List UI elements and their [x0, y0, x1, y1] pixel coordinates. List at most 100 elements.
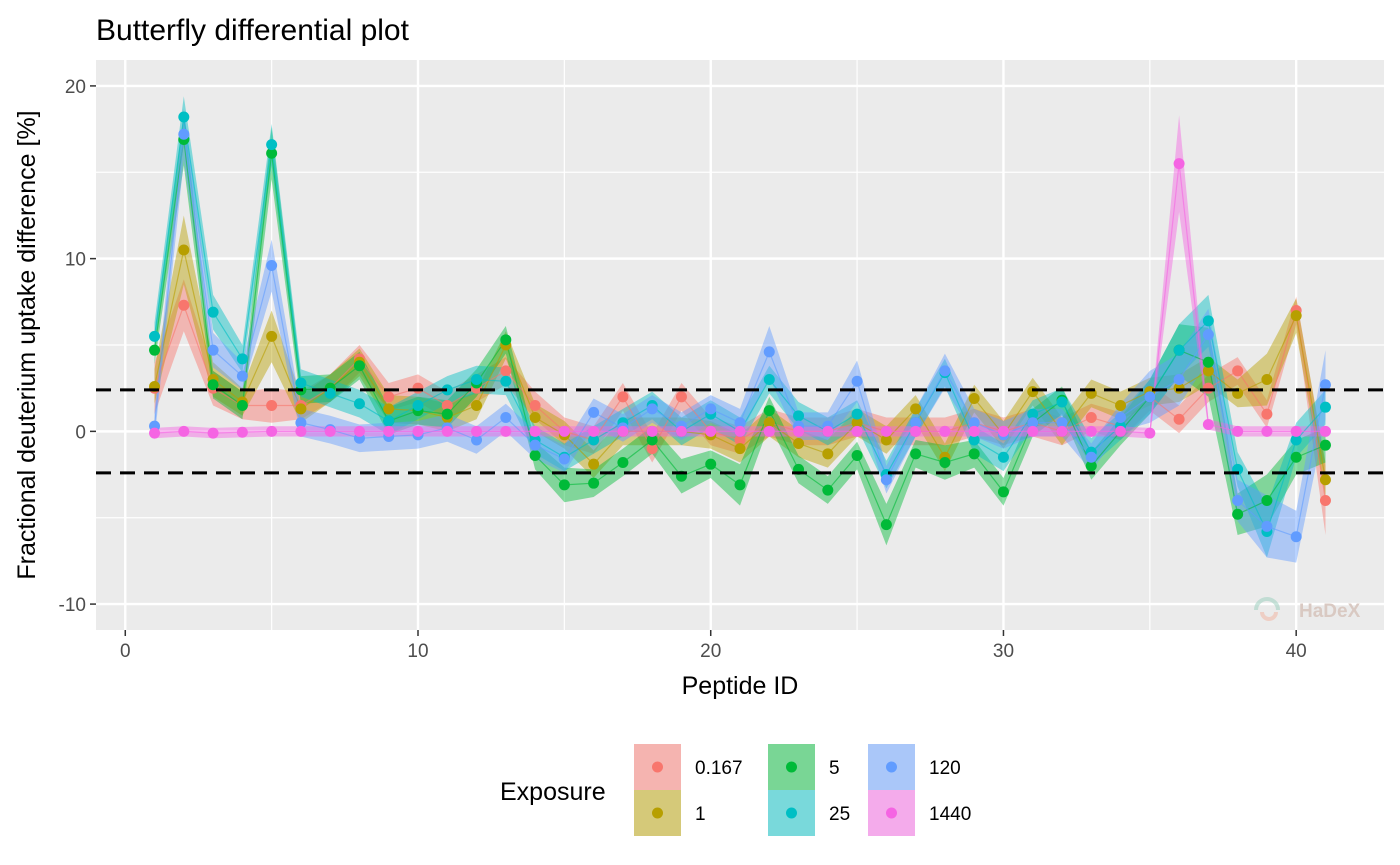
- point-5: [763, 405, 775, 417]
- point-0.167: [646, 443, 658, 455]
- point-1440: [1144, 427, 1156, 439]
- y-tick-label: 0: [75, 422, 86, 443]
- point-25: [500, 375, 512, 387]
- point-25: [353, 398, 365, 410]
- point-120: [1173, 374, 1185, 386]
- hadex-logo-icon: [1254, 597, 1280, 621]
- point-1440: [500, 425, 512, 437]
- point-1440: [236, 426, 248, 438]
- point-1440: [734, 425, 746, 437]
- point-5: [910, 448, 922, 460]
- point-1440: [207, 427, 219, 439]
- point-120: [910, 417, 922, 429]
- point-1440: [1027, 425, 1039, 437]
- point-25: [471, 374, 483, 386]
- legend-key-point: [886, 807, 897, 819]
- point-25: [149, 330, 161, 342]
- x-axis-title: Peptide ID: [682, 672, 799, 700]
- point-5: [1261, 494, 1273, 506]
- legend-item-5: 5: [768, 744, 840, 790]
- point-5: [851, 450, 863, 462]
- point-1440: [675, 425, 687, 437]
- point-1440: [441, 425, 453, 437]
- point-120: [1319, 379, 1331, 391]
- point-1: [1261, 374, 1273, 386]
- legend-key-point: [786, 807, 797, 819]
- point-0.167: [266, 399, 278, 411]
- point-25: [1202, 315, 1214, 327]
- hadex-watermark: HaDeX: [1254, 597, 1361, 622]
- point-5: [558, 479, 570, 491]
- point-1440: [1202, 418, 1214, 430]
- point-0.167: [178, 299, 190, 311]
- point-1440: [295, 425, 307, 437]
- x-tick-label: 10: [407, 641, 428, 662]
- point-120: [500, 412, 512, 424]
- legend-key-point: [886, 761, 897, 773]
- point-1: [968, 393, 980, 405]
- point-120: [939, 365, 951, 377]
- point-25: [178, 111, 190, 123]
- point-25: [441, 384, 453, 396]
- point-1440: [588, 425, 600, 437]
- point-25: [295, 377, 307, 389]
- point-1440: [1115, 425, 1127, 437]
- point-5: [646, 434, 658, 446]
- legend: Exposure 0.167 1 5 25 120 1440: [500, 744, 971, 836]
- legend-label: 1440: [929, 804, 971, 825]
- point-1440: [617, 425, 629, 437]
- point-25: [1027, 408, 1039, 420]
- point-5: [266, 147, 278, 159]
- point-120: [1261, 520, 1273, 532]
- point-25: [1056, 396, 1068, 408]
- point-25: [1290, 434, 1302, 446]
- point-0.167: [1232, 365, 1244, 377]
- legend-label: 120: [929, 758, 961, 779]
- point-0.167: [1261, 408, 1273, 420]
- point-120: [1290, 531, 1302, 543]
- point-25: [793, 410, 805, 422]
- point-1440: [324, 425, 336, 437]
- point-25: [383, 415, 395, 427]
- point-1440: [1232, 425, 1244, 437]
- legend-label: 5: [829, 758, 840, 779]
- point-5: [529, 450, 541, 462]
- point-120: [471, 434, 483, 446]
- point-25: [412, 399, 424, 411]
- x-tick-label: 20: [700, 641, 721, 662]
- point-1440: [178, 425, 190, 437]
- point-25: [851, 408, 863, 420]
- point-0.167: [529, 399, 541, 411]
- chart-title: Butterfly differential plot: [96, 14, 410, 47]
- point-1440: [1056, 425, 1068, 437]
- x-tick-label: 30: [993, 641, 1014, 662]
- legend-label: 1: [695, 804, 706, 825]
- watermark-text: HaDeX: [1299, 601, 1361, 622]
- point-1: [763, 417, 775, 429]
- point-5: [441, 408, 453, 420]
- point-1: [1202, 365, 1214, 377]
- point-120: [207, 344, 219, 356]
- point-1440: [149, 427, 161, 439]
- point-5: [968, 448, 980, 460]
- point-5: [1290, 451, 1302, 463]
- point-5: [1232, 508, 1244, 520]
- point-5: [617, 456, 629, 468]
- point-120: [968, 417, 980, 429]
- point-0.167: [412, 382, 424, 394]
- point-25: [207, 306, 219, 318]
- point-1: [1115, 399, 1127, 411]
- point-25: [266, 139, 278, 151]
- point-120: [1144, 391, 1156, 403]
- x-axis: 0 10 20 30 40: [120, 630, 1307, 662]
- point-1440: [822, 425, 834, 437]
- legend-item-1440: 1440: [868, 790, 971, 836]
- point-1440: [353, 425, 365, 437]
- point-5: [997, 486, 1009, 498]
- point-5: [939, 456, 951, 468]
- point-1440: [471, 425, 483, 437]
- point-0.167: [734, 434, 746, 446]
- legend-key-point: [652, 761, 663, 773]
- point-1440: [383, 425, 395, 437]
- point-1440: [793, 425, 805, 437]
